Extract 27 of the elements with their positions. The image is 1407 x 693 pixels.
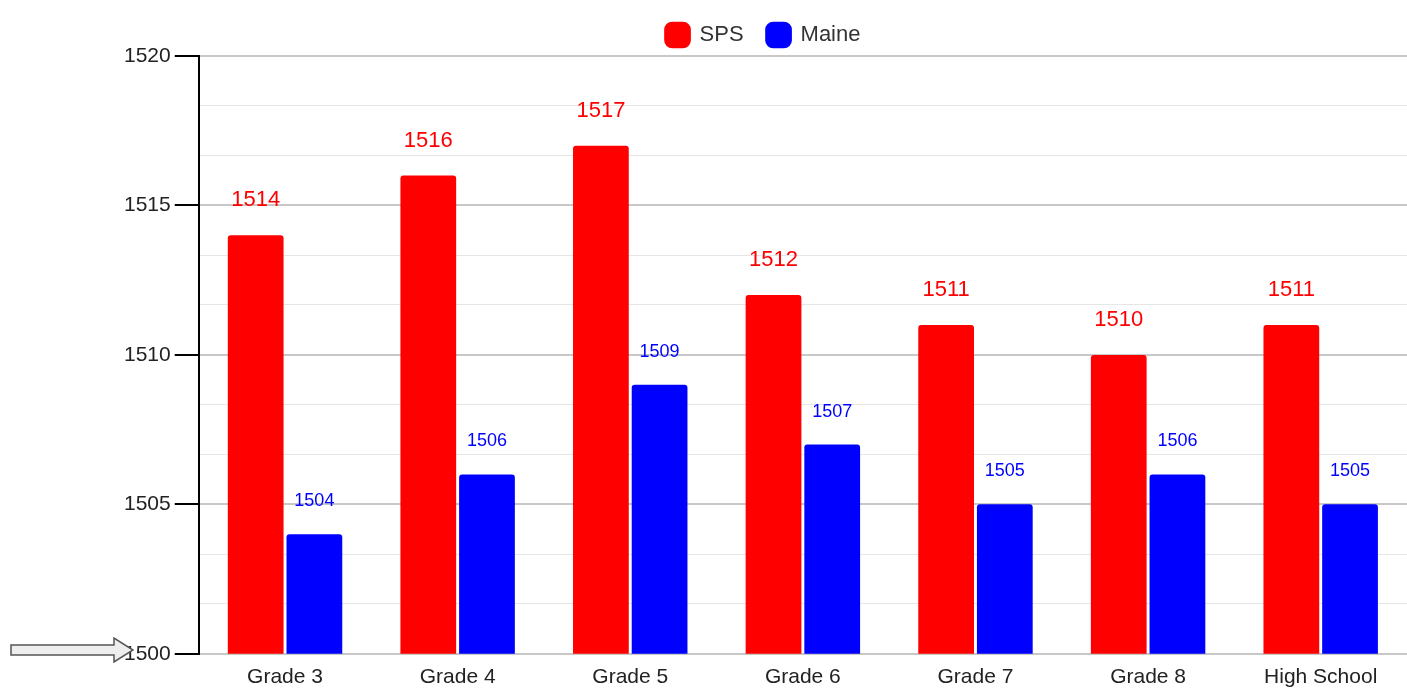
y-tick-label: 1520 [124,42,171,66]
data-label: 1506 [1157,430,1198,451]
data-label: 1506 [466,430,507,451]
x-tick-label: Grade 8 [1110,664,1187,688]
data-label: 1507 [812,400,853,421]
legend-label: SPS [699,21,744,47]
data-label: 1504 [294,490,335,511]
data-label: 1514 [231,186,281,212]
x-tick-label: Grade 4 [419,664,496,688]
y-tick-label: 1510 [124,341,171,365]
y-tick-label: 1505 [124,491,171,515]
data-label: 1509 [639,340,680,361]
x-tick-label: High School [1264,664,1378,688]
data-label: 1512 [749,246,798,272]
data-label: 1511 [1267,276,1316,302]
y-tick-label: 1515 [124,192,171,216]
x-tick-label: Grade 7 [937,664,1014,688]
x-tick-label: Grade 5 [592,664,669,688]
data-label: 1517 [576,96,626,122]
legend-label: Maine [800,21,861,47]
data-label: 1505 [984,460,1025,481]
data-label: 1505 [1330,460,1371,481]
data-label: 1510 [1094,305,1144,331]
data-label: 1516 [403,126,453,152]
x-tick-label: Grade 6 [764,664,841,688]
x-tick-label: Grade 3 [247,664,323,688]
data-label: 1511 [922,276,970,302]
